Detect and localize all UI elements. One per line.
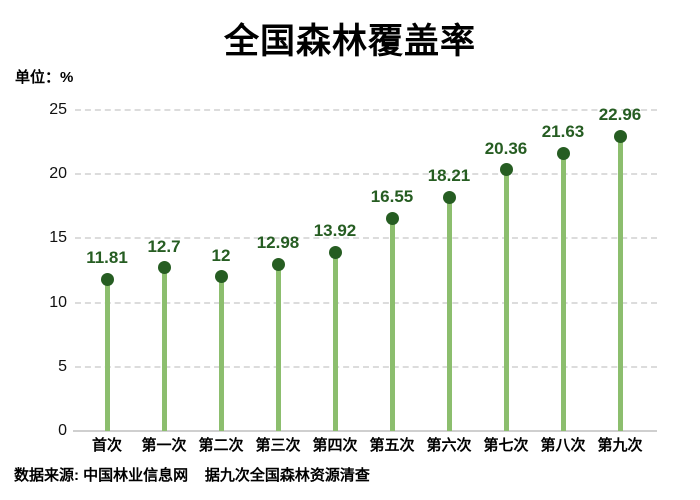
x-axis-category-label: 第八次 <box>540 437 586 454</box>
x-axis-category-label: 第七次 <box>483 437 529 454</box>
value-label: 12.7 <box>147 236 181 256</box>
lollipop-stem <box>332 252 338 431</box>
lollipop-stem <box>104 279 110 431</box>
x-axis-category-label: 第二次 <box>198 437 244 454</box>
gridline <box>75 109 657 111</box>
gridline <box>75 301 657 304</box>
x-axis-category-label: 第五次 <box>369 437 415 454</box>
plot-area: 11.81 12.7 12 12.98 13.92 16.55 18.21 20.36 21.6… <box>73 105 657 432</box>
data-point-dot <box>157 261 171 275</box>
lollipop-stem <box>503 169 509 431</box>
lollipop-stem <box>617 136 623 431</box>
x-axis-category-label: 首次 <box>91 437 122 454</box>
value-label: 18.21 <box>427 166 471 186</box>
data-point-dot <box>556 146 570 160</box>
value-label: 22.96 <box>598 105 642 125</box>
data-point-dot <box>328 245 342 259</box>
x-axis-category-label: 第六次 <box>426 437 472 454</box>
lollipop-stem <box>218 276 224 431</box>
data-point-dot <box>271 257 285 271</box>
lollipop-stem <box>560 153 566 431</box>
y-axis-tick-label: 15 <box>49 229 67 247</box>
value-label: 20.36 <box>484 138 528 158</box>
y-axis-tick-label: 0 <box>58 422 67 439</box>
x-axis-category-label: 第九次 <box>597 437 643 454</box>
lollipop-stem <box>275 264 281 431</box>
x-axis-line <box>73 430 657 432</box>
data-point-dot <box>100 272 114 286</box>
gridline <box>75 365 657 368</box>
value-label: 11.81 <box>86 248 128 268</box>
data-point-dot <box>613 129 627 143</box>
y-axis-tick-label: 20 <box>49 165 67 183</box>
data-point-dot <box>214 270 228 284</box>
source-note: 数据来源: 中国林业信息网 据九次全国森林资源清查 <box>14 467 370 484</box>
value-label: 12.98 <box>256 233 300 253</box>
unit-label: 单位：% <box>15 69 74 86</box>
value-label: 21.63 <box>541 122 585 142</box>
x-axis-category-label: 第三次 <box>255 437 301 454</box>
y-axis-tick-label: 5 <box>58 357 67 375</box>
y-axis-tick-label: 25 <box>49 101 67 118</box>
gridline <box>75 173 657 176</box>
lollipop-stem <box>446 197 452 431</box>
y-axis-tick-label: 10 <box>49 293 67 311</box>
value-label: 13.92 <box>313 221 357 241</box>
lollipop-stem <box>161 267 167 431</box>
lollipop-stem <box>389 218 395 431</box>
x-axis-category-label: 第一次 <box>141 437 187 454</box>
chart-title: 全国森林覆盖率 <box>223 22 476 61</box>
gridline <box>75 237 657 240</box>
value-label: 12 <box>211 245 231 265</box>
value-label: 16.55 <box>370 187 414 207</box>
data-point-dot <box>442 190 456 204</box>
data-point-dot <box>385 211 399 225</box>
data-point-dot <box>499 163 513 177</box>
x-axis-category-label: 第四次 <box>312 437 358 454</box>
